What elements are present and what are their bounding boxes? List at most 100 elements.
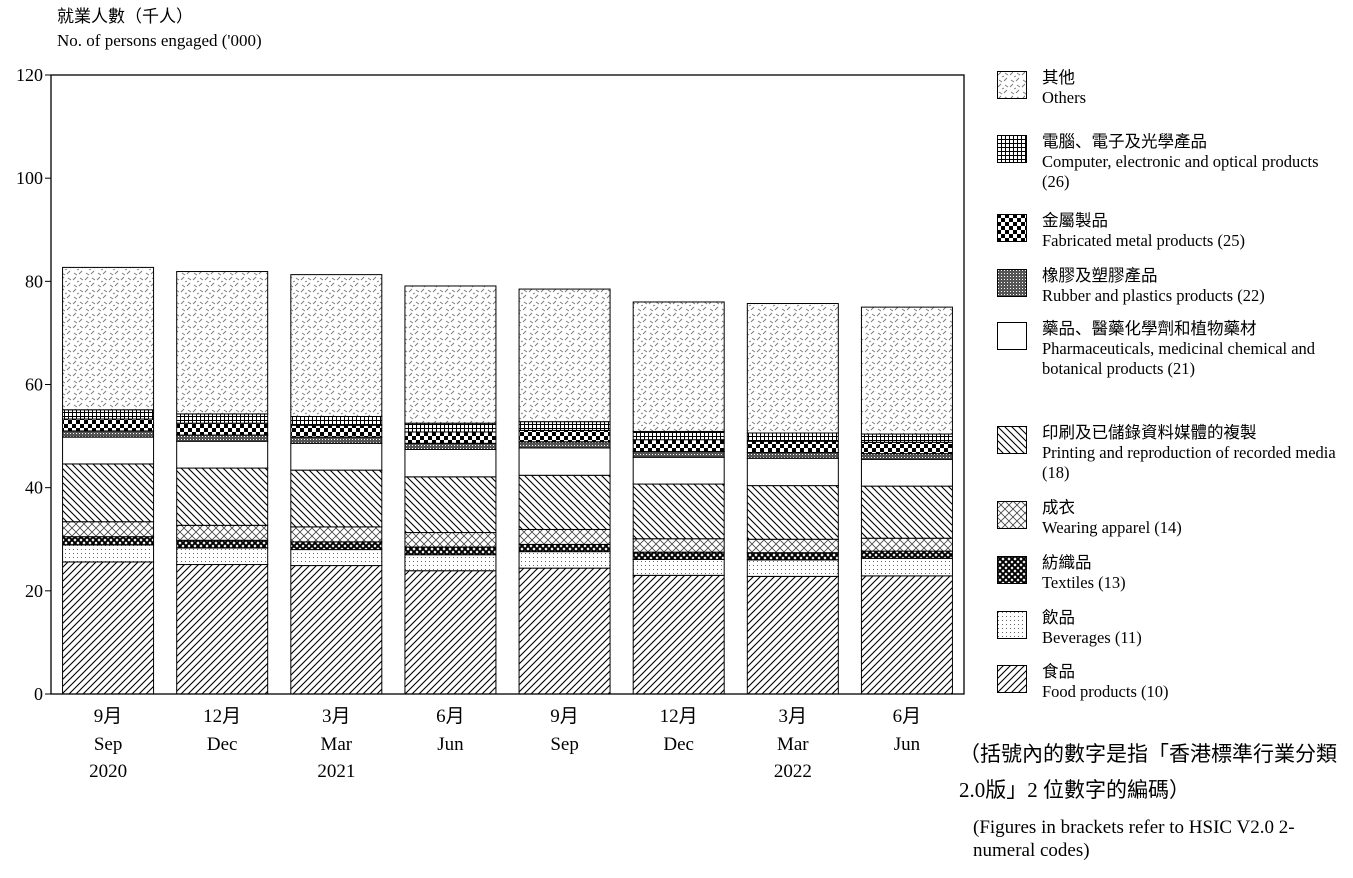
bar-segment: [404, 285, 497, 424]
bar-segment: [860, 458, 953, 487]
legend-label-zh: 飲品: [1042, 608, 1075, 627]
bar-segment: [860, 453, 953, 460]
bar-stack: [176, 271, 269, 695]
y-tick-label: 60: [25, 375, 43, 395]
y-tick-label: 0: [34, 684, 43, 704]
y-tick-label: 20: [25, 581, 43, 601]
bar-stack: [404, 285, 497, 695]
bar-segment: [518, 288, 611, 423]
bar-segment: [290, 526, 383, 543]
bar-segment: [404, 554, 497, 572]
bar-segment: [62, 521, 155, 538]
bar-segment: [746, 538, 839, 554]
bar-segment: [632, 558, 725, 576]
bar-segment: [860, 441, 953, 455]
legend-label-en: Beverages (11): [1042, 628, 1142, 647]
bar-segment: [860, 537, 953, 552]
bar-segment: [746, 440, 839, 454]
legend-label-zh: 紡織品: [1042, 553, 1092, 572]
legend-label-zh: 金屬製品: [1042, 211, 1108, 230]
footnote-en: (Figures in brackets refer to HSIC V2.0 …: [973, 817, 1295, 861]
legend-label-zh: 電腦、電子及光學產品: [1042, 132, 1207, 151]
bar-segment: [62, 430, 155, 438]
bar-segment: [518, 441, 611, 449]
bar-segment: [290, 565, 383, 695]
legend-label-en: Wearing apparel (14): [1042, 518, 1182, 537]
bar-segment: [404, 570, 497, 695]
bar-segment: [62, 544, 155, 563]
bar-segment: [176, 539, 269, 549]
legend-swatch: [997, 135, 1027, 163]
bar-segment: [404, 431, 497, 444]
legend-label-en: Fabricated metal products (25): [1042, 231, 1245, 250]
bar-segment: [62, 436, 155, 465]
x-tick-label-month-en: Sep: [94, 734, 123, 755]
bar-segment: [518, 543, 611, 553]
bar-segment: [176, 524, 269, 541]
legend-label-en: Others: [1042, 88, 1086, 107]
x-tick-label-month-en: Sep: [550, 734, 579, 755]
footnote-zh: （括號內的數字是指「香港標準行業分類2.0版」2 位數字的編碼）: [959, 742, 1337, 802]
bar-segment: [632, 538, 725, 553]
bar-segment: [62, 463, 155, 523]
bar-segment: [860, 306, 953, 435]
bar-segment: [746, 457, 839, 487]
bar-segment: [176, 413, 269, 424]
bar-segment: [404, 532, 497, 548]
bar-segment: [176, 271, 269, 415]
x-tick-label-month-zh: 3月: [779, 706, 808, 727]
legend-label-zh: 食品: [1042, 662, 1075, 681]
bar-segment: [404, 422, 497, 433]
legend-swatch: [997, 322, 1027, 350]
bar-segment: [404, 442, 497, 450]
y-tick-label: 100: [16, 168, 43, 188]
x-tick-label-month-en: Dec: [207, 734, 238, 755]
bar-segment: [290, 549, 383, 567]
legend-label-zh: 橡膠及塑膠產品: [1042, 266, 1158, 285]
bar-segment: [746, 575, 839, 695]
y-axis-title-en: No. of persons engaged ('000): [57, 31, 262, 50]
bar-segment: [176, 564, 269, 695]
legend-label-en: Rubber and plastics products (22): [1042, 286, 1265, 305]
bar-segment: [860, 433, 953, 443]
x-tick-label-month-zh: 3月: [322, 706, 351, 727]
legend-label-en: Computer, electronic and optical product…: [1042, 152, 1319, 191]
legend-swatch: [997, 556, 1027, 584]
x-tick-label-month-en: Dec: [663, 734, 694, 755]
legend-label-zh: 成衣: [1042, 498, 1075, 517]
legend-swatch: [997, 426, 1027, 454]
bar-segment: [746, 303, 839, 434]
legend-swatch: [997, 611, 1027, 639]
x-tick-label-month-en: Mar: [320, 734, 352, 755]
bar-segment: [860, 485, 953, 539]
bar-segment: [632, 483, 725, 540]
x-tick-label-month-zh: 12月: [203, 706, 241, 727]
bar-segment: [860, 575, 953, 695]
bar-segment: [290, 469, 383, 528]
bar-stack: [62, 266, 155, 695]
y-tick-label: 80: [25, 271, 43, 291]
legend-swatch: [997, 665, 1027, 693]
bar-segment: [746, 552, 839, 561]
legend-swatch: [997, 214, 1027, 242]
bar-segment: [62, 418, 155, 432]
bar-segment: [518, 528, 611, 545]
bar-segment: [176, 422, 269, 436]
bar-stack: [746, 303, 839, 695]
legend-label-en: Textiles (13): [1042, 573, 1126, 592]
bar-segment: [632, 551, 725, 560]
x-tick-label-year: 2020: [89, 761, 127, 782]
bar-segment: [290, 436, 383, 444]
x-tick-label-year: 2021: [317, 761, 355, 782]
y-axis-title-zh: 就業人數（千人）: [57, 7, 193, 26]
legend-label-en: Printing and reproduction of recorded me…: [1042, 443, 1336, 482]
x-tick-label-month-zh: 9月: [94, 706, 123, 727]
bar-segment: [632, 574, 725, 695]
plot-frame: [50, 74, 965, 695]
x-tick-label-month-zh: 6月: [893, 706, 922, 727]
bar-segment: [632, 451, 725, 458]
bar-segment: [746, 452, 839, 459]
bar-segment: [290, 442, 383, 471]
bar-stack: [860, 306, 953, 695]
x-tick-label-month-en: Jun: [437, 734, 464, 755]
